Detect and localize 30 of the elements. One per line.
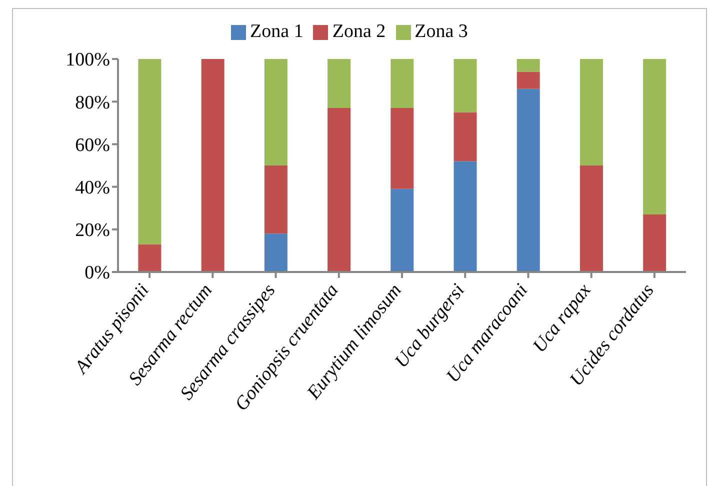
bar — [580, 166, 603, 272]
bar — [328, 108, 351, 272]
bar — [138, 244, 162, 272]
bar — [201, 59, 224, 272]
bar — [516, 72, 540, 89]
bar — [390, 108, 414, 189]
bar — [454, 112, 477, 162]
y-tick-label: 20% — [75, 220, 110, 242]
bar — [390, 188, 414, 272]
y-tick-label: 40% — [75, 178, 110, 199]
bar — [328, 59, 351, 108]
bar — [516, 59, 540, 72]
bar — [454, 161, 477, 272]
bar — [454, 59, 477, 112]
bar — [643, 59, 666, 214]
bar — [643, 214, 666, 272]
bar — [580, 59, 603, 166]
y-tick-label: 0% — [84, 262, 110, 284]
bar — [264, 234, 288, 272]
y-tick-label: 60% — [75, 134, 110, 156]
bar — [138, 59, 162, 244]
bar — [390, 59, 414, 108]
legend-label: Zona 1 — [250, 21, 304, 42]
legend-label: Zona 2 — [332, 21, 386, 42]
legend-label: Zona 3 — [414, 21, 468, 42]
y-tick-label: 80% — [75, 92, 110, 114]
bar — [264, 166, 288, 234]
y-tick-label: 100% — [66, 50, 110, 71]
bar — [264, 59, 288, 166]
bar — [516, 88, 540, 272]
